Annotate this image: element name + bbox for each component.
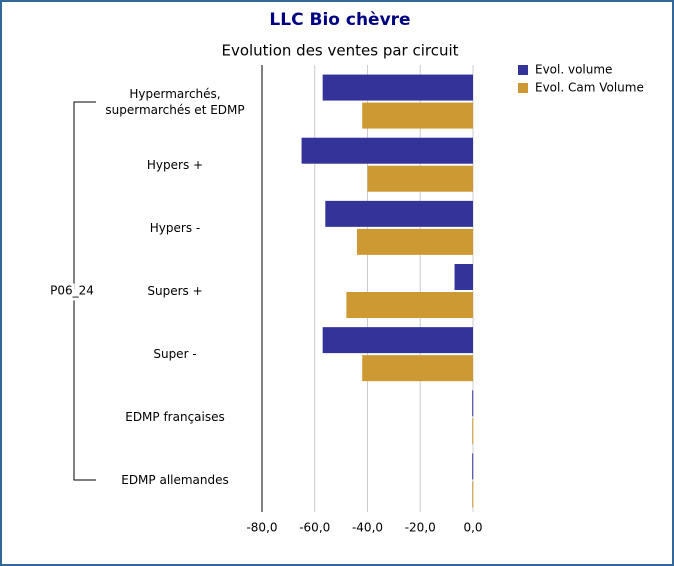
bar [346,292,473,318]
bar [472,418,474,445]
y-tick-label: Super - [153,347,197,362]
legend-swatch [518,65,528,75]
chart-subtitle: Evolution des ventes par circuit [221,42,458,60]
bar [454,264,473,290]
legend-label: Evol. Cam Volume [535,81,644,95]
x-tick-label: -60,0 [299,521,330,535]
y-tick-label: Hypers + [146,157,204,172]
x-tick-label: 0,0 [463,521,482,535]
y-tick-label: EDMP françaises [125,410,225,425]
x-tick-label: -40,0 [352,521,383,535]
bar [472,390,474,417]
bar [472,481,474,508]
x-tick-label: -80,0 [246,521,277,535]
group-label: P06_24 [50,284,94,298]
x-tick-label: -20,0 [405,521,436,535]
bar [301,137,473,164]
bar [472,453,474,480]
bar [362,102,473,129]
chart-title: LLC Bio chèvre [269,10,410,30]
legend-swatch [518,83,528,93]
bar [325,200,473,227]
y-tick-label: Hypermarchés, supermarchés et EDMP [105,86,245,117]
bar [322,74,473,101]
bar [362,355,473,382]
y-tick-label: EDMP allemandes [121,473,229,488]
legend-label: Evol. volume [535,63,612,77]
group-bracket [73,101,96,481]
bar [356,228,473,255]
y-tick-label: Supers + [147,284,203,298]
bar [367,165,473,192]
y-tick-label: Hypers - [149,220,201,235]
bar [322,327,473,354]
